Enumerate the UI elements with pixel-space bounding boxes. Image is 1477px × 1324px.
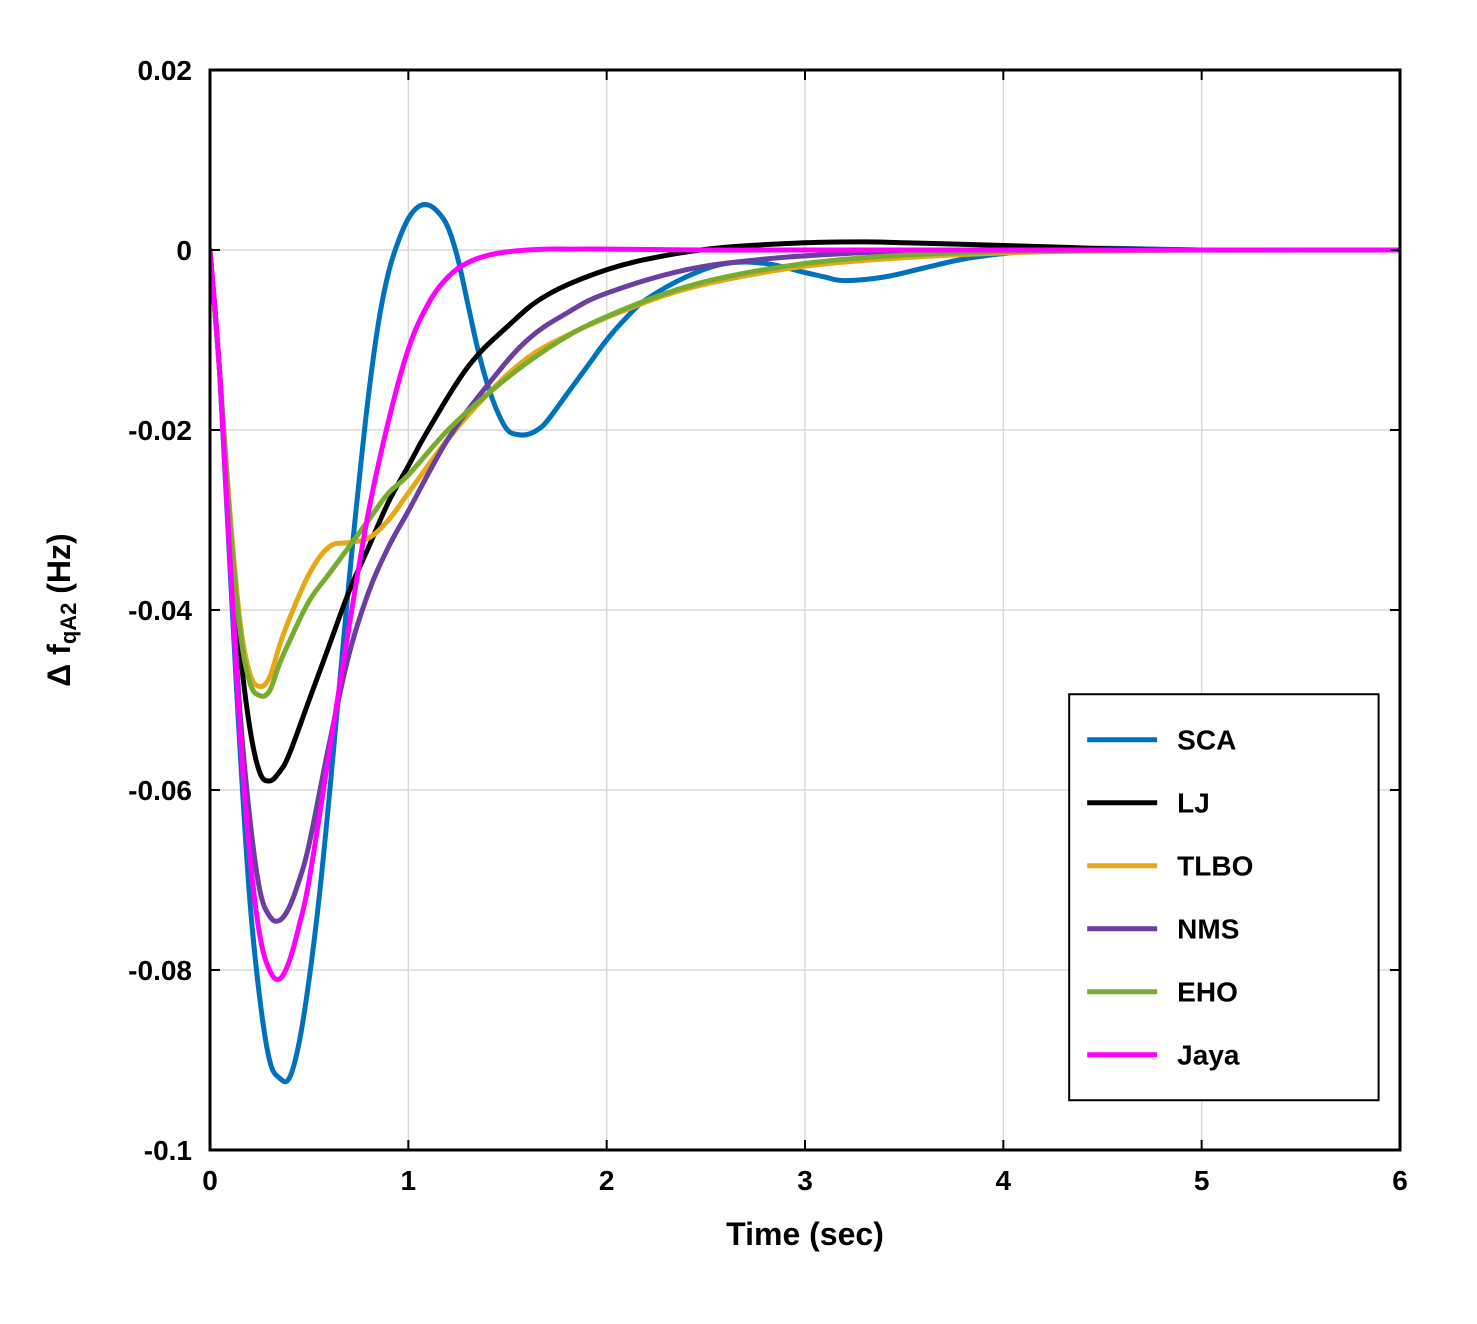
y-tick-label: 0.02 [138, 55, 193, 86]
legend-label: NMS [1177, 914, 1239, 945]
x-tick-label: 5 [1194, 1165, 1210, 1196]
y-tick-label: -0.08 [128, 955, 192, 986]
legend-label: LJ [1177, 788, 1210, 819]
x-tick-label: 3 [797, 1165, 813, 1196]
legend-label: TLBO [1177, 851, 1253, 882]
x-axis-label: Time (sec) [726, 1216, 884, 1252]
legend-label: Jaya [1177, 1040, 1240, 1071]
x-tick-label: 6 [1392, 1165, 1408, 1196]
y-tick-label: -0.06 [128, 775, 192, 806]
legend-label: EHO [1177, 977, 1238, 1008]
legend: SCA LJ TLBO NMS EHO Jaya [1069, 694, 1378, 1100]
x-tick-label: 2 [599, 1165, 615, 1196]
x-tick-label: 0 [202, 1165, 218, 1196]
y-tick-label: 0 [176, 235, 192, 266]
y-tick-label: -0.1 [144, 1135, 192, 1166]
chart-container: 0 1 2 3 4 5 6 -0.1 -0.08 -0.06 -0.04 -0.02 0 0.02 Time… [0, 0, 1477, 1324]
x-tick-label: 1 [401, 1165, 417, 1196]
y-tick-label: -0.04 [128, 595, 192, 626]
x-tick-label: 4 [996, 1165, 1012, 1196]
legend-label: SCA [1177, 725, 1236, 756]
y-tick-label: -0.02 [128, 415, 192, 446]
line-chart: 0 1 2 3 4 5 6 -0.1 -0.08 -0.06 -0.04 -0.02 0 0.02 Time… [0, 0, 1477, 1324]
